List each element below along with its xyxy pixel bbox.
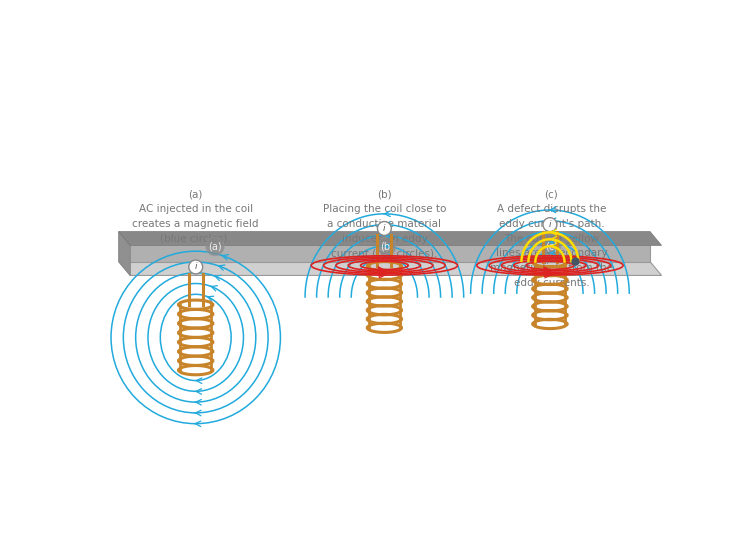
Text: (b): (b)	[380, 241, 394, 251]
Text: i: i	[194, 262, 197, 272]
Circle shape	[206, 238, 224, 256]
Text: (c)
A defect disrupts the
eddy current's path.
The curved yellow
lines are a sec: (c) A defect disrupts the eddy current's…	[490, 189, 613, 288]
Polygon shape	[118, 232, 130, 276]
Circle shape	[543, 218, 556, 232]
Text: (b)
Placing the coil close to
a conductive material
induces an eddy
current (red: (b) Placing the coil close to a conducti…	[322, 189, 446, 258]
Circle shape	[377, 238, 396, 256]
Text: (c): (c)	[545, 241, 558, 251]
Polygon shape	[118, 232, 650, 262]
Text: i: i	[549, 220, 551, 229]
Text: i: i	[383, 224, 386, 233]
Text: (a)
AC injected in the coil
creates a magnetic field
(blue circles).: (a) AC injected in the coil creates a ma…	[133, 189, 259, 244]
Text: (a): (a)	[209, 241, 222, 251]
Polygon shape	[118, 262, 662, 276]
Circle shape	[542, 238, 561, 256]
Circle shape	[377, 222, 392, 235]
Polygon shape	[118, 232, 662, 245]
Circle shape	[189, 260, 202, 274]
